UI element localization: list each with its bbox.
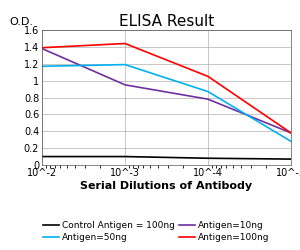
Title: ELISA Result: ELISA Result: [119, 14, 214, 29]
Text: O.D.: O.D.: [10, 17, 34, 27]
X-axis label: Serial Dilutions of Antibody: Serial Dilutions of Antibody: [80, 180, 253, 190]
Legend: Control Antigen = 100ng, Antigen=50ng, Antigen=10ng, Antigen=100ng: Control Antigen = 100ng, Antigen=50ng, A…: [39, 218, 273, 246]
